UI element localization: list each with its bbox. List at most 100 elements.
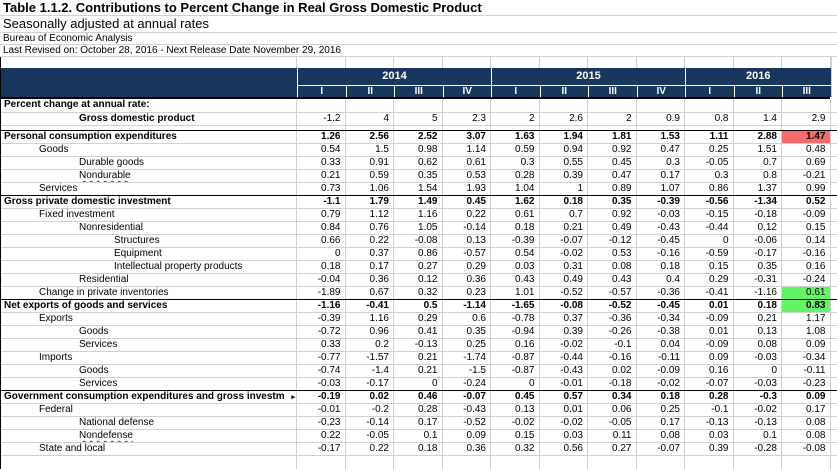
data-cell: 0.9	[637, 113, 685, 125]
data-cell	[588, 456, 637, 469]
data-cell: 0.12	[734, 222, 782, 234]
data-cell: -0.1	[685, 404, 734, 416]
data-cell	[443, 99, 491, 112]
data-cell	[637, 99, 685, 112]
data-cell: 1.94	[540, 131, 588, 143]
data-cell: -0.39	[637, 196, 685, 208]
quarter-header-cell: I	[297, 85, 346, 97]
data-cell	[540, 456, 588, 469]
data-cell: -0.18	[588, 378, 637, 390]
quarter-header-cell: IV	[636, 85, 685, 97]
row-label: Nondefense	[1, 430, 297, 442]
data-cell: 2.9	[782, 113, 831, 125]
data-cell: 0.13	[443, 235, 491, 247]
data-cell: 0.21	[394, 352, 443, 364]
data-cell: 0.17	[637, 170, 685, 182]
data-cell: 1.16	[394, 209, 443, 221]
data-cell: -1.89	[297, 287, 346, 299]
table-row: Nondefense 0.22 -0.05 0.1 0.09 0.15 0.03 0.11 0.…	[1, 429, 837, 442]
quarter-header-cell: III	[782, 85, 831, 97]
data-cell	[297, 57, 346, 68]
quarter-header-row: I II III IV I II III IV I II III	[1, 85, 837, 97]
data-cell	[491, 456, 540, 469]
data-cell: 0.21	[540, 222, 588, 234]
data-cell: -0.31	[734, 274, 782, 286]
data-cell: 0.13	[491, 404, 540, 416]
data-cell: -1.57	[346, 352, 394, 364]
data-cell	[491, 126, 540, 130]
year-header-row: 2014 2015 2016	[1, 68, 837, 85]
data-cell	[394, 126, 443, 130]
data-cell: 1.4	[734, 113, 782, 125]
data-cell: -1.74	[443, 352, 491, 364]
data-cell: 1	[540, 183, 588, 195]
table-row: Services 0.33 0.2 -0.13 0.25 0.16 -0.02 -0.1 0.0…	[1, 338, 837, 351]
data-cell: -0.07	[540, 235, 588, 247]
table-row: Intellectual property products 0.18 0.17 0.…	[1, 260, 837, 273]
data-cell: 0.37	[346, 248, 394, 260]
data-cell: 0.17	[637, 417, 685, 429]
data-cell: 0	[685, 235, 734, 247]
data-cell: -0.34	[782, 352, 831, 364]
data-cell: 0.25	[443, 339, 491, 351]
header-divider	[1, 97, 830, 99]
data-cell: 0	[734, 365, 782, 377]
data-cell: 1.14	[443, 144, 491, 156]
row-filler	[831, 196, 837, 208]
table-row: Change in private inventories -1.89 0.67 0.…	[1, 286, 837, 299]
data-cell: 0.1	[394, 430, 443, 442]
data-cell: 0.7	[734, 157, 782, 169]
table-row: Nondurable goods0.210.590.350.530.280.39…	[1, 169, 837, 182]
data-cell: 0.21	[734, 313, 782, 325]
data-cell: 1.54	[394, 183, 443, 195]
data-cell: 0.28	[394, 404, 443, 416]
table-row: Percent change at annual rate:	[1, 99, 837, 112]
data-cell: -0.11	[782, 365, 831, 377]
data-cell: 0.86	[685, 183, 734, 195]
data-cell: -0.38	[637, 326, 685, 338]
data-cell	[782, 57, 831, 68]
data-cell: 0.76	[346, 222, 394, 234]
data-cell: 0.47	[637, 144, 685, 156]
data-cell: -0.18	[734, 209, 782, 221]
data-cell: 0.45	[491, 391, 540, 403]
data-cell	[685, 456, 734, 469]
data-cell	[685, 126, 734, 130]
data-cell: 0.36	[443, 443, 491, 455]
row-filler	[831, 391, 837, 403]
data-cell: 0.54	[491, 248, 540, 260]
data-cell: 0.18	[491, 222, 540, 234]
data-cell: 0.27	[588, 443, 637, 455]
row-filler	[831, 126, 837, 130]
data-cell: 0.43	[588, 274, 637, 286]
data-cell: 0.39	[540, 170, 588, 182]
row-filler	[831, 99, 837, 112]
data-cell: 0.8	[734, 170, 782, 182]
data-cell: 0.17	[394, 417, 443, 429]
row-label	[1, 456, 297, 469]
row-filler	[831, 209, 837, 221]
data-cell: 1.05	[394, 222, 443, 234]
row-label: Change in private inventories	[1, 287, 297, 299]
data-cell: 0.52	[782, 196, 831, 208]
data-cell: 0.59	[491, 144, 540, 156]
data-cell: 0.03	[540, 430, 588, 442]
data-cell: -0.07	[637, 443, 685, 455]
misspelled-word: Nondefense	[79, 430, 133, 441]
data-cell: 0.53	[588, 248, 637, 260]
row-label: National defense	[1, 417, 297, 429]
data-cell: 0.08	[637, 430, 685, 442]
data-cell: -0.03	[297, 378, 346, 390]
data-cell: 0.47	[588, 170, 637, 182]
row-label: Residential	[1, 274, 297, 286]
table-row: Nonresidential 0.84 0.76 1.05 -0.14 0.18 0.21 0…	[1, 221, 837, 234]
data-cell: 0.22	[443, 209, 491, 221]
row-label: Imports	[1, 352, 297, 364]
data-cell: -0.24	[782, 274, 831, 286]
table-row: Goods -0.74 -1.4 0.21 -1.5 -0.87 -0.43 0.02 -0.0…	[1, 364, 837, 377]
header-corner-cell	[1, 68, 297, 85]
data-cell: 0.15	[782, 222, 831, 234]
misspelled-word: Nondurable	[79, 170, 131, 181]
data-cell: 1.49	[394, 196, 443, 208]
data-cell: -0.36	[588, 313, 637, 325]
